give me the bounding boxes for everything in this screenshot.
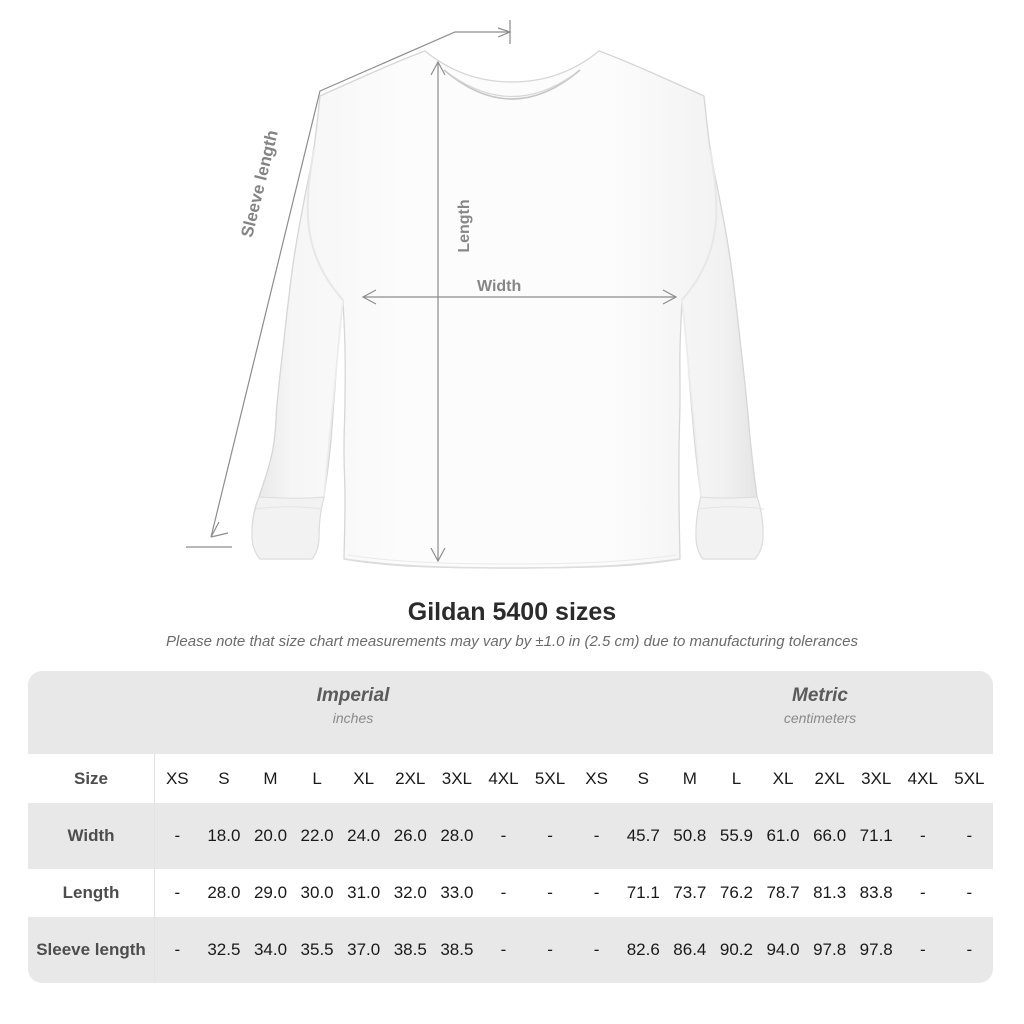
svg-text:Width: Width bbox=[477, 278, 521, 295]
svg-text:Length: Length bbox=[456, 199, 473, 252]
svg-text:Sleeve length: Sleeve length bbox=[237, 128, 281, 239]
